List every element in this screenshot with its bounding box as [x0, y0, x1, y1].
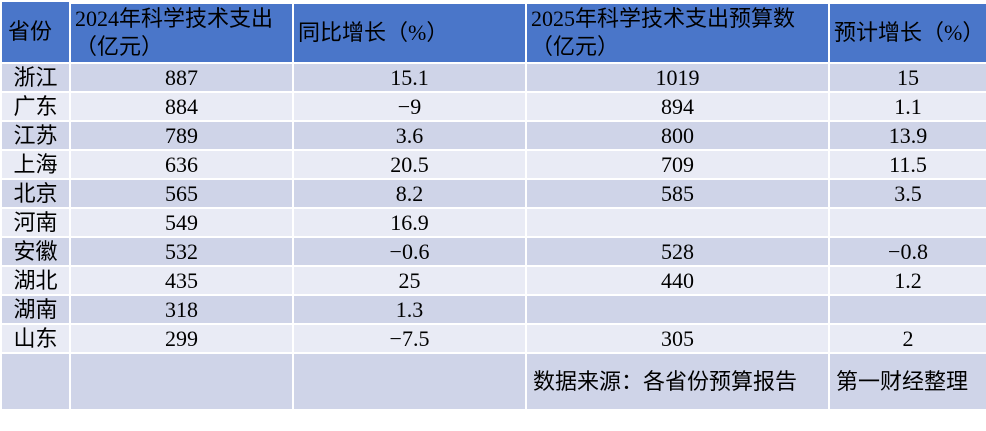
- expected-growth-cell: 15: [828, 62, 986, 93]
- province-cell: 上海: [0, 149, 71, 180]
- yoy-growth-cell: 25: [292, 265, 527, 296]
- yoy-growth-cell: −7.5: [292, 323, 527, 354]
- budget-2025-cell: 440: [525, 265, 830, 296]
- table-row-hubei: 湖北 435 25 440 1.2: [0, 265, 986, 296]
- col-header-2024-spend: 2024年科学技术支出 （亿元）: [69, 0, 294, 64]
- expected-growth-cell: 11.5: [828, 149, 986, 180]
- table-row-guangdong: 广东 884 −9 894 1.1: [0, 91, 986, 122]
- expected-growth-cell: [828, 294, 986, 325]
- province-cell: 广东: [0, 91, 71, 122]
- spend-2024-cell: 565: [69, 178, 294, 209]
- yoy-growth-cell: 3.6: [292, 120, 527, 151]
- budget-2025-cell: [525, 294, 830, 325]
- expenditure-table: 省份 2024年科学技术支出 （亿元） 同比增长（%） 2025年科学技术支出预…: [0, 0, 986, 411]
- empty-cell: [69, 352, 294, 411]
- budget-2025-cell: 528: [525, 236, 830, 267]
- yoy-growth-cell: 8.2: [292, 178, 527, 209]
- table-row-shanghai: 上海 636 20.5 709 11.5: [0, 149, 986, 180]
- yoy-growth-cell: 1.3: [292, 294, 527, 325]
- table-row-zhejiang: 浙江 887 15.1 1019 15: [0, 62, 986, 93]
- spend-2024-cell: 549: [69, 207, 294, 238]
- province-cell: 浙江: [0, 62, 71, 93]
- province-cell: 湖北: [0, 265, 71, 296]
- yoy-growth-cell: −0.6: [292, 236, 527, 267]
- province-cell: 河南: [0, 207, 71, 238]
- expected-growth-cell: 3.5: [828, 178, 986, 209]
- spend-2024-cell: 318: [69, 294, 294, 325]
- table-body: 浙江 887 15.1 1019 15 广东 884 −9 894 1.1 江苏…: [0, 62, 986, 411]
- col-header-expected-growth: 预计增长（%）: [828, 0, 986, 64]
- credit-note-cell: 第一财经整理: [828, 352, 986, 411]
- spend-2024-cell: 884: [69, 91, 294, 122]
- budget-2025-cell: 894: [525, 91, 830, 122]
- table-row-jiangsu: 江苏 789 3.6 800 13.9: [0, 120, 986, 151]
- expected-growth-cell: −0.8: [828, 236, 986, 267]
- table-row-hunan: 湖南 318 1.3: [0, 294, 986, 325]
- budget-2025-cell: 305: [525, 323, 830, 354]
- province-cell: 安徽: [0, 236, 71, 267]
- yoy-growth-cell: 20.5: [292, 149, 527, 180]
- expected-growth-cell: 1.1: [828, 91, 986, 122]
- spend-2024-cell: 532: [69, 236, 294, 267]
- empty-cell: [292, 352, 527, 411]
- table-row-source: 数据来源：各省份预算报告 第一财经整理: [0, 352, 986, 411]
- province-cell: 江苏: [0, 120, 71, 151]
- spend-2024-cell: 887: [69, 62, 294, 93]
- spend-2024-cell: 636: [69, 149, 294, 180]
- table-row-henan: 河南 549 16.9: [0, 207, 986, 238]
- budget-2025-cell: 709: [525, 149, 830, 180]
- empty-cell: [0, 352, 71, 411]
- budget-2025-cell: [525, 207, 830, 238]
- col-header-2025-budget: 2025年科学技术支出预算数 （亿元）: [525, 0, 830, 64]
- table-row-beijing: 北京 565 8.2 585 3.5: [0, 178, 986, 209]
- province-cell: 山东: [0, 323, 71, 354]
- expected-growth-cell: 1.2: [828, 265, 986, 296]
- source-note-cell: 数据来源：各省份预算报告: [525, 352, 830, 411]
- table-row-shandong: 山东 299 −7.5 305 2: [0, 323, 986, 354]
- yoy-growth-cell: −9: [292, 91, 527, 122]
- expected-growth-cell: 2: [828, 323, 986, 354]
- expected-growth-cell: 13.9: [828, 120, 986, 151]
- expected-growth-cell: [828, 207, 986, 238]
- budget-2025-cell: 800: [525, 120, 830, 151]
- budget-2025-cell: 1019: [525, 62, 830, 93]
- table-row-anhui: 安徽 532 −0.6 528 −0.8: [0, 236, 986, 267]
- province-cell: 北京: [0, 178, 71, 209]
- spend-2024-cell: 435: [69, 265, 294, 296]
- spend-2024-cell: 789: [69, 120, 294, 151]
- budget-2025-cell: 585: [525, 178, 830, 209]
- header-row: 省份 2024年科学技术支出 （亿元） 同比增长（%） 2025年科学技术支出预…: [0, 0, 986, 64]
- yoy-growth-cell: 16.9: [292, 207, 527, 238]
- col-header-yoy-growth: 同比增长（%）: [292, 0, 527, 64]
- col-header-province: 省份: [0, 2, 71, 64]
- table-header: 省份 2024年科学技术支出 （亿元） 同比增长（%） 2025年科学技术支出预…: [0, 0, 986, 64]
- province-cell: 湖南: [0, 294, 71, 325]
- yoy-growth-cell: 15.1: [292, 62, 527, 93]
- spend-2024-cell: 299: [69, 323, 294, 354]
